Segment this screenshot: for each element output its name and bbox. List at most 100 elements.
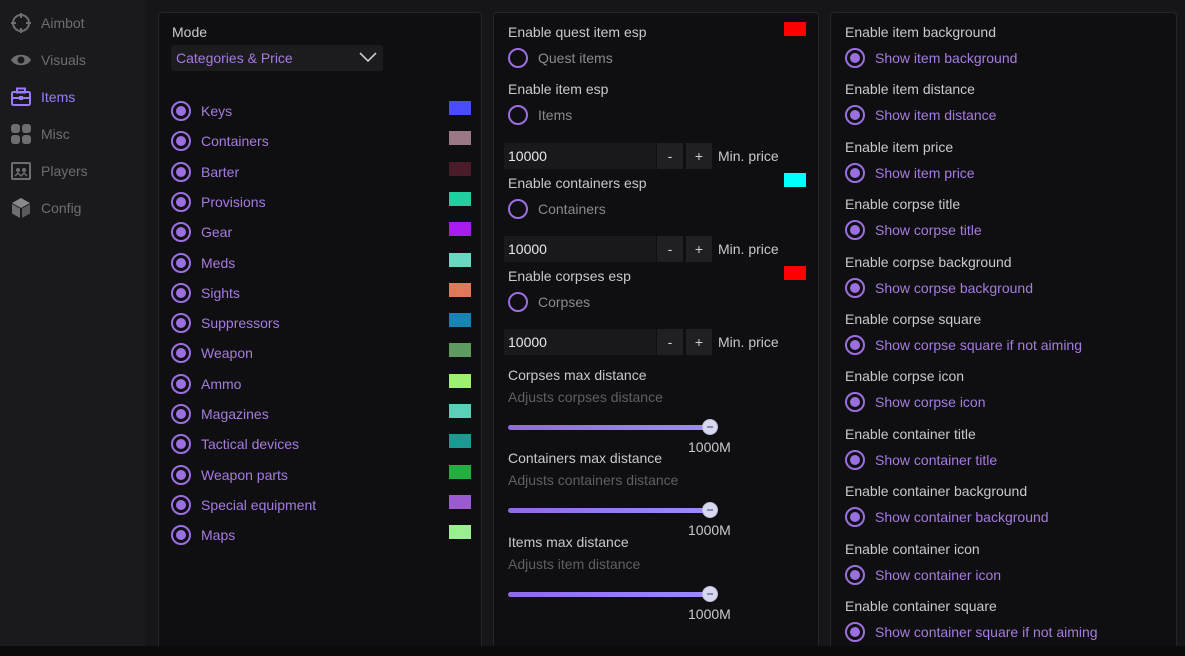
containers-distance-slider-handle[interactable]: [702, 502, 718, 518]
category-color-swatch[interactable]: [449, 313, 471, 328]
mode-select[interactable]: Categories & Price: [171, 45, 383, 71]
sidebar-item-config[interactable]: Config: [10, 195, 140, 221]
option-radio[interactable]: [845, 392, 865, 413]
category-row-special-equipment[interactable]: Special equipment: [171, 494, 471, 516]
items-distance-slider-track[interactable]: [508, 592, 713, 597]
option-toggle[interactable]: Show container background: [845, 507, 1049, 528]
option-radio[interactable]: [845, 622, 865, 642]
category-row-gear[interactable]: Gear: [171, 221, 471, 243]
category-row-weapon-parts[interactable]: Weapon parts: [171, 464, 471, 486]
option-toggle[interactable]: Show corpse square if not aiming: [845, 335, 1082, 355]
option-radio[interactable]: [845, 277, 865, 298]
option-radio[interactable]: [845, 335, 865, 355]
category-color-swatch[interactable]: [449, 464, 471, 479]
option-toggle[interactable]: Show item distance: [845, 105, 996, 126]
category-color-swatch[interactable]: [449, 282, 471, 297]
sidebar-item-items[interactable]: Items: [10, 84, 140, 110]
option-radio[interactable]: [845, 449, 865, 470]
option-toggle[interactable]: Show item background: [845, 48, 1017, 68]
category-radio[interactable]: [171, 313, 191, 334]
items-distance-slider-handle[interactable]: [702, 586, 718, 602]
corpses-distance-slider-handle[interactable]: [702, 419, 718, 435]
sidebar-item-misc[interactable]: Misc: [10, 121, 140, 147]
sidebar-item-visuals[interactable]: Visuals: [10, 47, 140, 73]
category-radio[interactable]: [171, 101, 191, 121]
quest-items-option[interactable]: Quest items: [508, 48, 613, 68]
category-radio[interactable]: [171, 525, 191, 546]
sidebar-item-players[interactable]: Players: [10, 158, 140, 184]
category-color-swatch[interactable]: [449, 222, 471, 237]
corpses-min-price-input[interactable]: 10000: [504, 329, 656, 355]
option-radio[interactable]: [845, 564, 865, 585]
category-radio[interactable]: [171, 464, 191, 485]
category-color-swatch[interactable]: [449, 434, 471, 449]
item-price-increment-button[interactable]: +: [686, 143, 712, 169]
option-toggle[interactable]: Show container title: [845, 449, 997, 470]
category-radio[interactable]: [171, 282, 191, 303]
category-color-swatch[interactable]: [449, 494, 471, 509]
containers-option[interactable]: Containers: [508, 199, 606, 219]
quest-color-swatch[interactable]: [784, 22, 806, 36]
option-toggle[interactable]: Show container square if not aiming: [845, 622, 1098, 642]
option-toggle[interactable]: Show item price: [845, 162, 975, 183]
category-row-maps[interactable]: Maps: [171, 524, 471, 546]
option-toggle[interactable]: Show corpse background: [845, 277, 1033, 298]
option-toggle[interactable]: Show corpse title: [845, 220, 982, 241]
category-color-swatch[interactable]: [449, 404, 471, 418]
corpses-price-decrement-button[interactable]: -: [657, 329, 683, 355]
category-row-meds[interactable]: Meds: [171, 252, 471, 274]
corpses-distance-slider-track[interactable]: [508, 425, 713, 430]
option-radio[interactable]: [845, 507, 865, 528]
item-price-decrement-button[interactable]: -: [657, 143, 683, 169]
category-row-weapon[interactable]: Weapon: [171, 342, 471, 364]
category-radio[interactable]: [171, 494, 191, 515]
category-color-swatch[interactable]: [449, 131, 471, 146]
category-row-keys[interactable]: Keys: [171, 100, 471, 122]
option-radio[interactable]: [845, 162, 865, 183]
containers-min-price-input[interactable]: 10000: [504, 236, 656, 262]
containers-price-decrement-button[interactable]: -: [657, 236, 683, 262]
items-radio[interactable]: [508, 105, 528, 125]
corpses-price-increment-button[interactable]: +: [686, 329, 712, 355]
containers-distance-slider-track[interactable]: [508, 508, 713, 513]
category-radio[interactable]: [171, 131, 191, 152]
category-radio[interactable]: [171, 222, 191, 243]
sidebar-item-aimbot[interactable]: Aimbot: [10, 10, 140, 36]
category-color-swatch[interactable]: [449, 252, 471, 267]
category-row-tactical-devices[interactable]: Tactical devices: [171, 433, 471, 455]
category-row-ammo[interactable]: Ammo: [171, 373, 471, 395]
category-color-swatch[interactable]: [449, 191, 471, 206]
category-radio[interactable]: [171, 373, 191, 394]
items-option[interactable]: Items: [508, 105, 572, 125]
category-row-magazines[interactable]: Magazines: [171, 403, 471, 425]
category-radio[interactable]: [171, 404, 191, 424]
category-row-provisions[interactable]: Provisions: [171, 191, 471, 213]
category-color-swatch[interactable]: [449, 525, 471, 540]
option-radio[interactable]: [845, 48, 865, 68]
category-color-swatch[interactable]: [449, 373, 471, 388]
option-toggle[interactable]: Show corpse icon: [845, 392, 986, 413]
quest-items-radio[interactable]: [508, 48, 528, 68]
category-color-swatch[interactable]: [449, 101, 471, 115]
option-radio[interactable]: [845, 105, 865, 126]
option-toggle[interactable]: Show container icon: [845, 564, 1001, 585]
item-min-price-input[interactable]: 10000: [504, 143, 656, 169]
category-radio[interactable]: [171, 434, 191, 455]
category-row-suppressors[interactable]: Suppressors: [171, 312, 471, 334]
category-color-swatch[interactable]: [449, 343, 471, 358]
category-row-containers[interactable]: Containers: [171, 130, 471, 152]
category-color-swatch[interactable]: [449, 161, 471, 176]
category-radio[interactable]: [171, 191, 191, 212]
category-radio[interactable]: [171, 343, 191, 364]
corpses-radio[interactable]: [508, 292, 528, 312]
category-row-barter[interactable]: Barter: [171, 161, 471, 183]
category-radio[interactable]: [171, 252, 191, 273]
containers-color-swatch[interactable]: [784, 173, 806, 187]
containers-radio[interactable]: [508, 199, 528, 219]
category-row-sights[interactable]: Sights: [171, 282, 471, 304]
containers-price-increment-button[interactable]: +: [686, 236, 712, 262]
corpses-option[interactable]: Corpses: [508, 292, 590, 312]
option-radio[interactable]: [845, 220, 865, 241]
category-radio[interactable]: [171, 161, 191, 182]
corpses-color-swatch[interactable]: [784, 266, 806, 280]
